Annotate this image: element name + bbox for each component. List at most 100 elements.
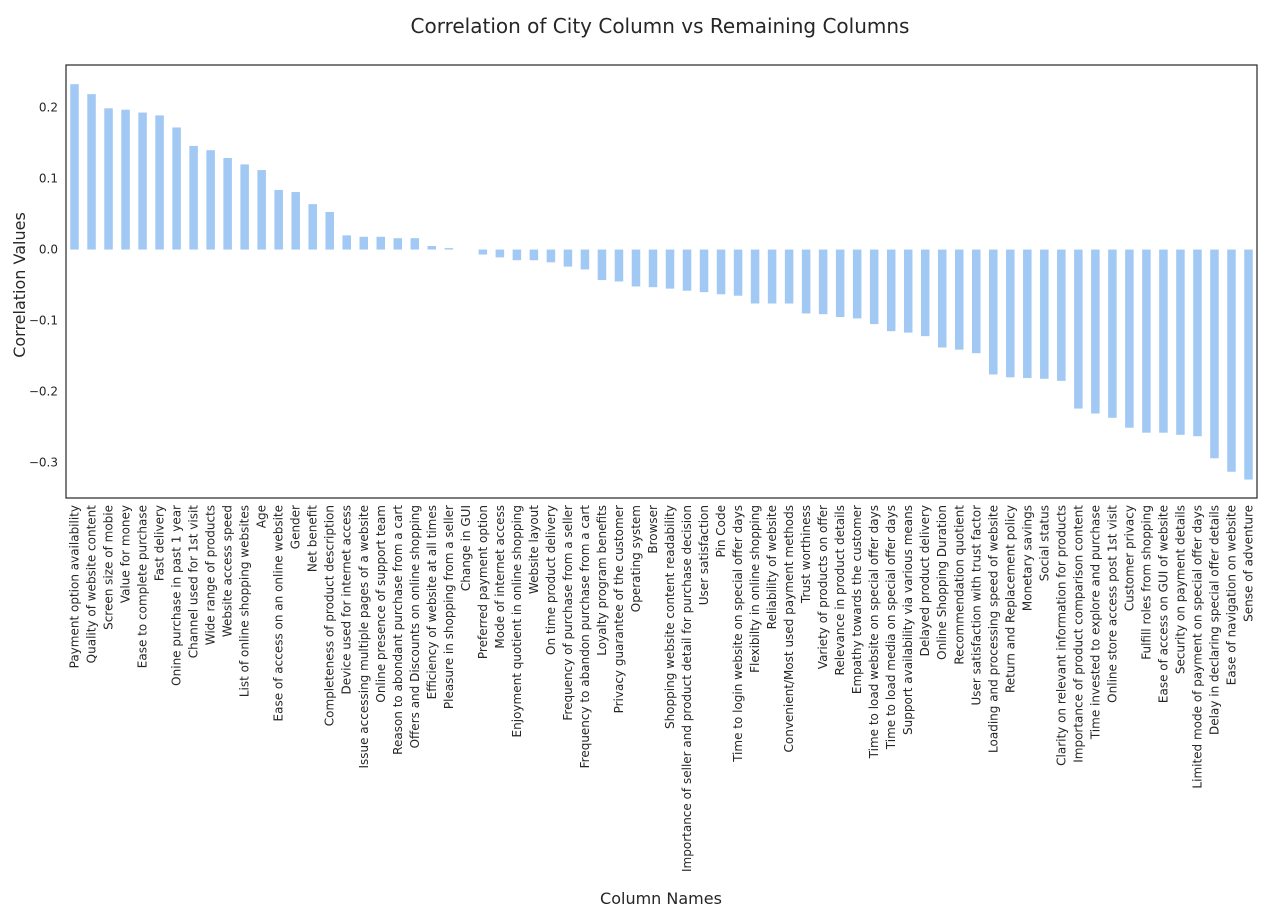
bar [495, 249, 505, 258]
x-tick-label: Frequency of purchase from a seller [561, 505, 575, 721]
x-tick-label: Net benefit [306, 505, 320, 572]
bar [955, 249, 964, 350]
bar [121, 109, 130, 250]
bar [972, 249, 981, 354]
bar [1023, 249, 1032, 379]
x-tick-label: Ease of access on GUI of website [1156, 505, 1170, 703]
bar [155, 115, 164, 250]
bar [1142, 249, 1151, 433]
bar [716, 249, 726, 295]
bar [818, 249, 828, 315]
x-tick-label: Change in GUI [459, 505, 473, 591]
bar [104, 108, 113, 250]
bar [835, 249, 845, 317]
bar [138, 112, 147, 250]
x-tick-label: Quality of website content [85, 505, 99, 664]
bar [223, 157, 232, 250]
y-tick-label: −0.3 [29, 456, 58, 470]
x-tick-label: List of online shopping websites [238, 505, 252, 697]
plot-frame [65, 64, 1258, 499]
bar [1074, 249, 1083, 409]
x-tick-label: Time to login website on special offer d… [731, 505, 745, 763]
bar [1227, 249, 1236, 472]
x-tick-label: Return and Replacement policy [1003, 505, 1017, 693]
bar [1193, 249, 1202, 437]
bar [172, 127, 181, 250]
x-tick-label: Offers and Discounts on online shopping [408, 505, 422, 748]
x-tick-label: Frequency to abandon purchase from a car… [578, 505, 592, 769]
x-tick-label: Customer privacy [1122, 505, 1136, 611]
bar [1210, 249, 1219, 459]
x-tick-label: Screen size of mobie [102, 505, 116, 630]
chart-title: Correlation of City Column vs Remaining … [411, 14, 910, 38]
x-tick-label: Onine purchase in past 1 year [170, 505, 184, 686]
x-tick-label: Importance of product comparison content [1071, 505, 1085, 763]
bar [87, 94, 96, 250]
x-tick-label: Preferred payment option [476, 505, 490, 659]
bar [529, 249, 539, 261]
x-tick-label: Mode of internet access [493, 505, 507, 649]
x-tick-label: Ease to complete purchase [136, 505, 150, 668]
x-tick-label: Convenient/Most used payment methods [782, 505, 796, 753]
bar [393, 238, 403, 250]
bar [563, 249, 573, 267]
x-tick-label: Delayed product delivery [918, 505, 932, 656]
bar [291, 192, 300, 250]
x-tick-label: Online Shopping Duration [935, 505, 949, 660]
x-tick-label: Efficiency of website at all times [425, 505, 439, 699]
bar [597, 249, 607, 281]
x-tick-label: Ease of access on an online website [272, 505, 286, 721]
bar [1108, 249, 1117, 418]
x-tick-label: Pin Code [714, 505, 728, 557]
y-tick-label: 0.0 [39, 243, 58, 257]
bar [989, 249, 998, 375]
x-tick-label: Loyalty program benefits [595, 505, 609, 656]
bar [631, 249, 641, 287]
x-tick-label: Enjoyment quotient in online shopping [510, 505, 524, 737]
bar [240, 164, 249, 250]
x-tick-label: Issue accessing multiple pages of a webs… [357, 505, 371, 769]
bar [699, 249, 709, 293]
x-tick-label: Online store access post 1st visit [1105, 505, 1119, 703]
bar [342, 235, 351, 250]
bar [444, 248, 454, 250]
x-tick-label: Device used for internet access [340, 505, 354, 695]
bar [359, 236, 369, 250]
bar [257, 170, 266, 250]
y-tick-label: 0.1 [39, 172, 58, 186]
x-tick-label: Recommendation quotient [952, 505, 966, 665]
bar [410, 238, 420, 250]
x-tick-label: Age [255, 505, 269, 528]
x-tick-label: Website access speed [221, 505, 235, 637]
x-tick-label: Flexibilty in online shopping [748, 505, 762, 673]
x-tick-label: Wide range of products [204, 505, 218, 645]
bar [937, 249, 947, 348]
x-tick-label: Pleasure in shopping from a seller [442, 505, 456, 709]
x-tick-label: Trust worthiness [799, 505, 813, 604]
bar [1176, 249, 1185, 435]
x-tick-label: Privacy guarantee of the customer [612, 505, 626, 713]
bar [801, 249, 811, 314]
x-tick-label: User satisfaction with trust factor [969, 505, 983, 706]
bar [1091, 249, 1100, 414]
bar [784, 249, 794, 304]
bar [1057, 249, 1066, 381]
x-tick-label: Reliability of website [765, 505, 779, 629]
bar [308, 204, 317, 250]
x-tick-label: Time to load media on special offer days [884, 505, 898, 750]
x-tick-label: Time invested to explore and purchase [1088, 505, 1102, 740]
bar [274, 189, 283, 250]
bar [478, 249, 488, 255]
x-tick-label: Support availability via various means [901, 505, 915, 735]
bar [325, 211, 334, 250]
x-tick-label: Completeness of product description [323, 505, 337, 726]
bar [1006, 249, 1015, 378]
x-tick-label: Channel used for 1st visit [187, 505, 201, 658]
bar [682, 249, 692, 291]
x-tick-label: Relevance in product details [833, 505, 847, 675]
x-tick-labels: Payment option availability Quality of we… [68, 505, 1256, 872]
bar [750, 249, 760, 304]
bar [1159, 249, 1168, 433]
